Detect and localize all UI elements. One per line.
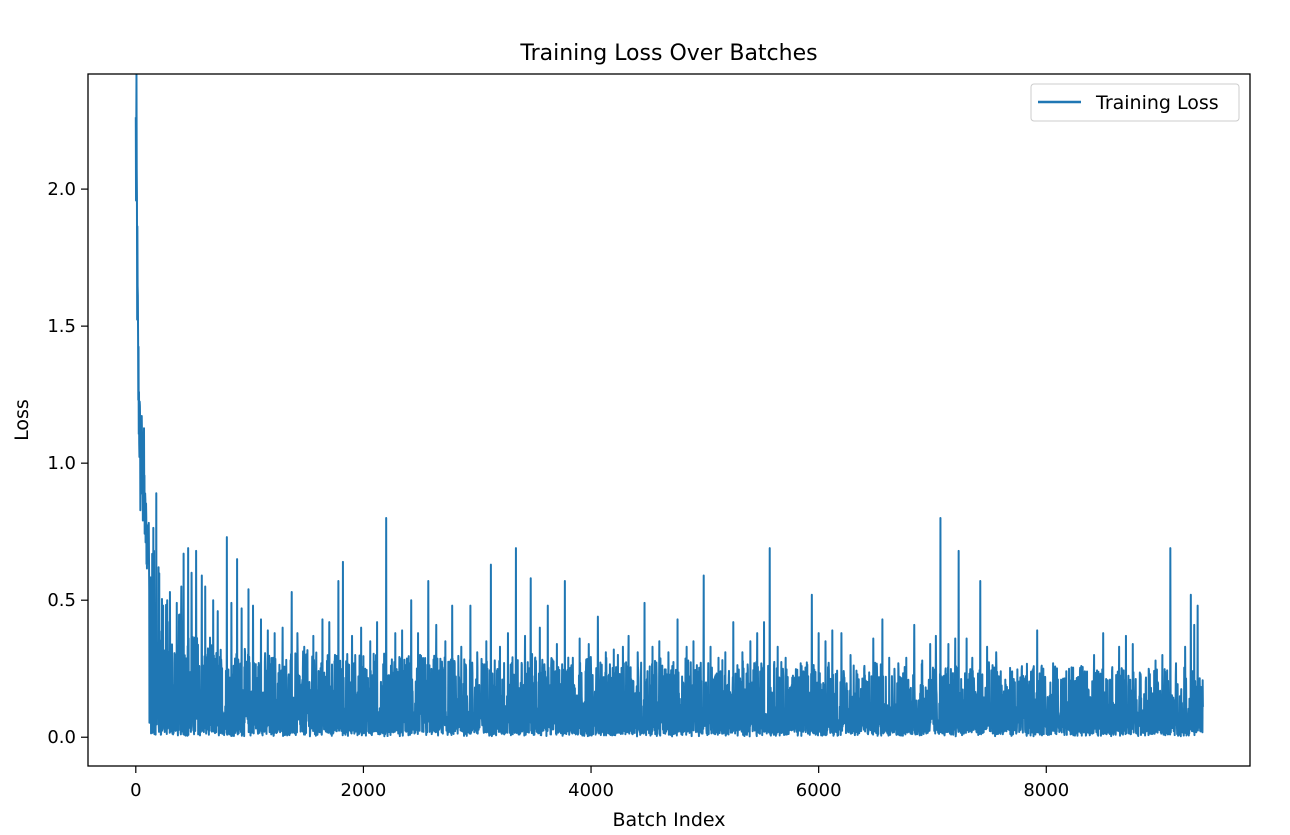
- series-line-training-loss: [134, 73, 1205, 738]
- y-axis: 0.0 0.5 1.0 1.5 2.0: [47, 179, 88, 748]
- x-tick-label: 4000: [568, 780, 614, 801]
- y-tick-label: 0.0: [47, 727, 76, 748]
- x-tick-label: 0: [130, 780, 141, 801]
- y-tick-label: 2.0: [47, 179, 76, 200]
- x-tick-label: 2000: [341, 780, 387, 801]
- x-axis: 0 2000 4000 6000 8000: [130, 766, 1069, 801]
- plot-frame: [87, 73, 1251, 767]
- y-tick-label: 1.0: [47, 453, 76, 474]
- x-axis-label: Batch Index: [613, 809, 726, 831]
- plot-area: [134, 73, 1205, 738]
- y-tick-label: 0.5: [47, 590, 76, 611]
- x-tick-label: 6000: [796, 780, 842, 801]
- y-tick-label: 1.5: [47, 316, 76, 337]
- chart-title: Training Loss Over Batches: [519, 41, 817, 66]
- y-axis-label: Loss: [11, 399, 33, 441]
- legend-label: Training Loss: [1095, 92, 1219, 114]
- legend: Training Loss: [1030, 83, 1240, 122]
- x-tick-label: 8000: [1023, 780, 1069, 801]
- legend-box: [1030, 83, 1240, 122]
